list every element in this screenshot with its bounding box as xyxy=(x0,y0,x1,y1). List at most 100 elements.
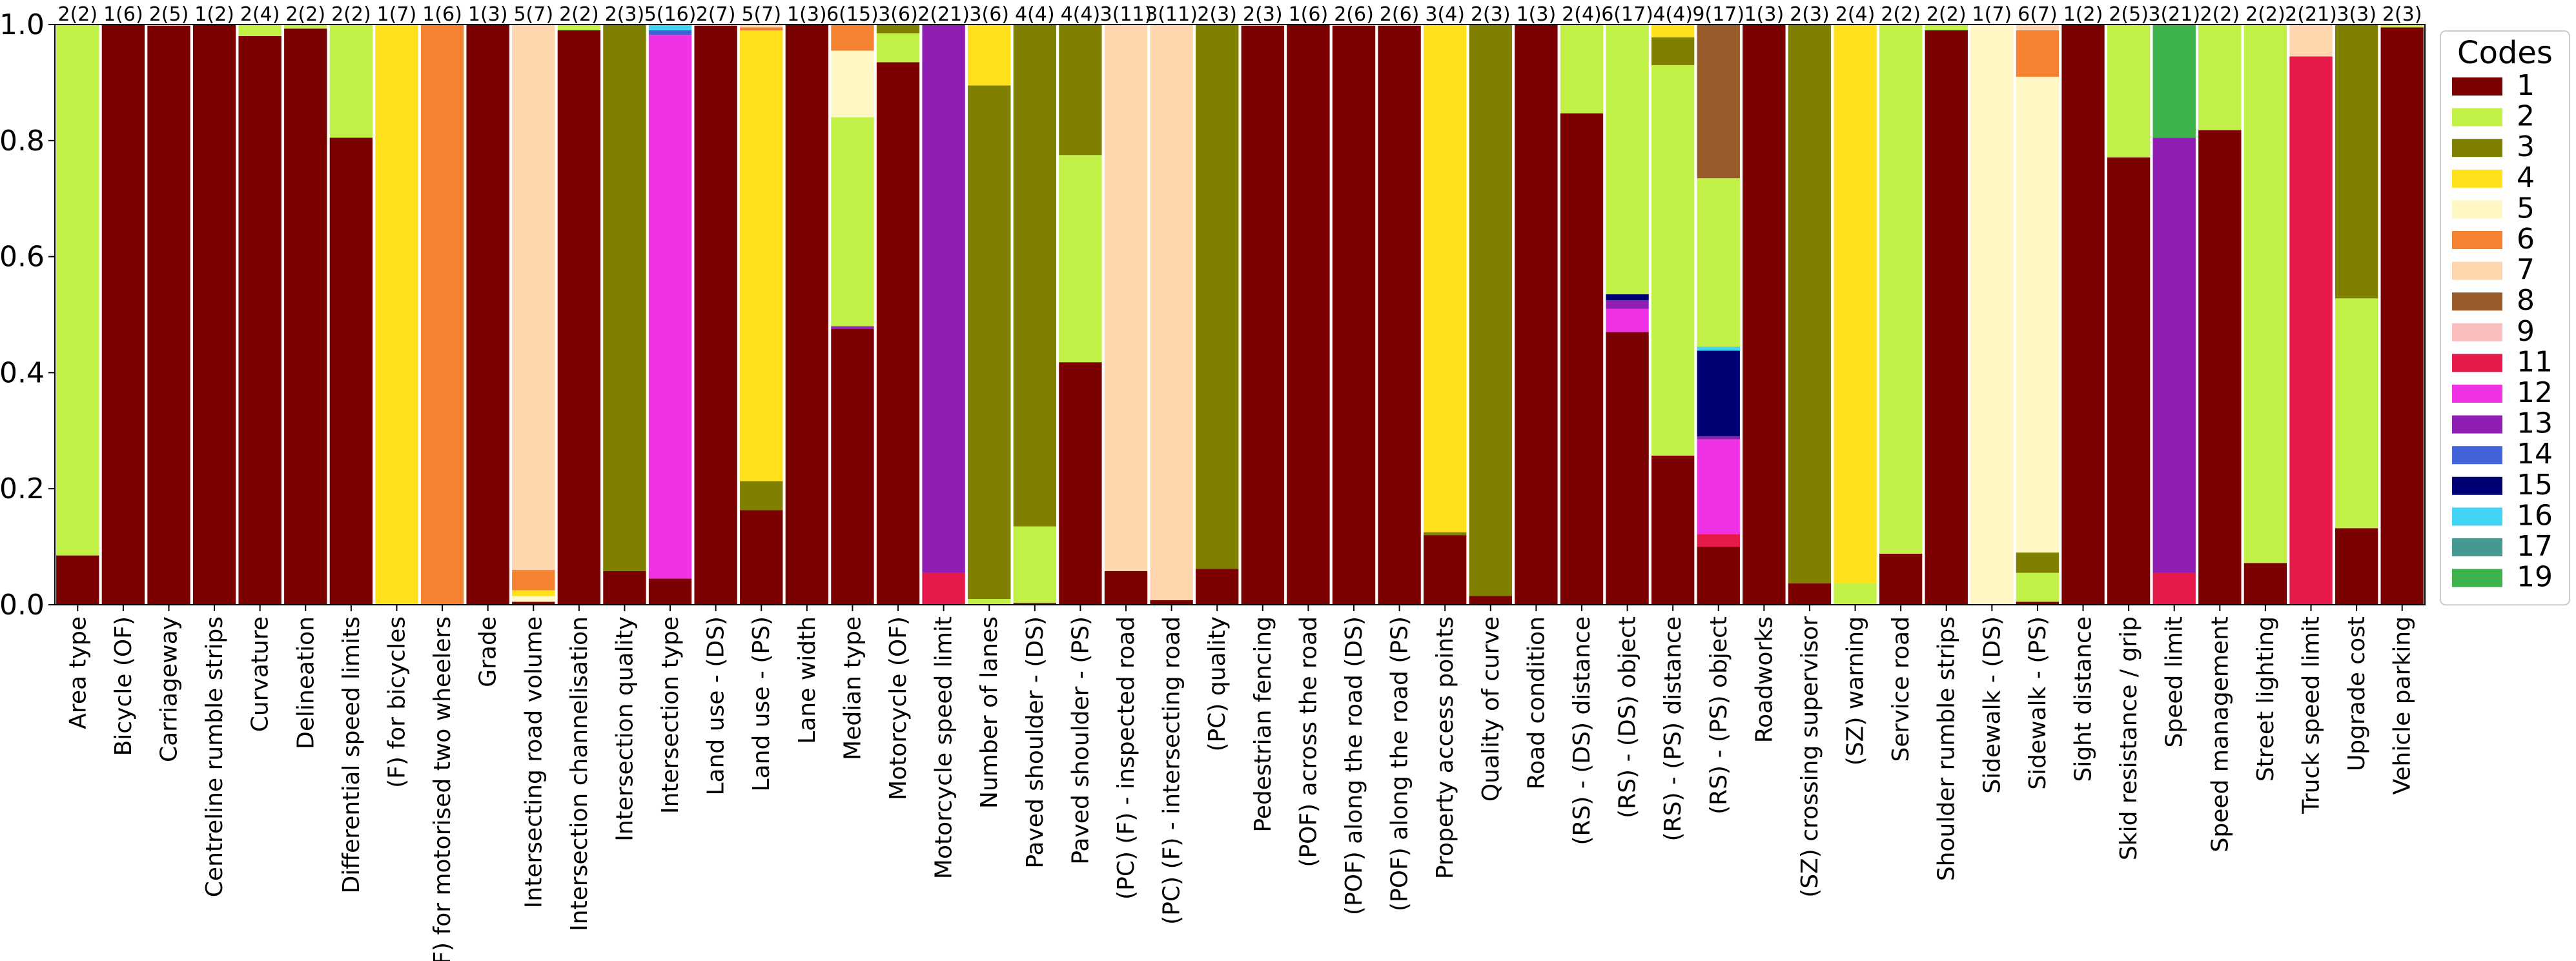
bar-segment-code-1 xyxy=(1469,596,1512,605)
bar-segment-code-11 xyxy=(2289,56,2333,605)
bar-segment-code-1 xyxy=(1788,583,1832,605)
bar-annotation: 2(7) xyxy=(696,3,736,26)
bar-stack: 1(3) xyxy=(1743,3,1786,605)
bar-segment-code-1 xyxy=(1241,25,1284,605)
bar-segment-code-3 xyxy=(2335,25,2378,299)
bar-stack: 1(6) xyxy=(1287,3,1330,605)
x-tick-label: Street lighting xyxy=(2253,616,2279,782)
bar-segment-code-2 xyxy=(2016,572,2060,602)
x-tick-label: (SZ) warning xyxy=(1843,616,1869,765)
bar-segment-code-1 xyxy=(329,137,373,605)
bar-stack: 9(17) xyxy=(1692,3,1744,605)
bar-segment-code-16 xyxy=(1697,346,1740,351)
bar-segment-code-1 xyxy=(1332,25,1376,605)
bar-segment-code-12 xyxy=(648,35,692,579)
bar-annotation: 2(4) xyxy=(1835,3,1876,26)
bar-stack: 1(6) xyxy=(101,3,145,605)
bar-annotation: 4(4) xyxy=(1653,3,1693,26)
bar-stack: 4(4) xyxy=(1651,3,1695,605)
bar-segment-code-4 xyxy=(1834,25,1877,583)
bar-annotation: 1(3) xyxy=(1517,3,1557,26)
x-tick-label: Speed limit xyxy=(2162,616,2188,747)
bar-segment-code-1 xyxy=(2061,25,2105,605)
legend-swatch-code-12 xyxy=(2452,385,2502,403)
bar-stack: 2(2) xyxy=(2198,3,2242,605)
bar-segment-code-11 xyxy=(922,572,965,605)
bar-segment-code-1 xyxy=(1059,362,1102,605)
x-tick-label: Service road xyxy=(1888,616,1914,762)
bar-annotation: 3(4) xyxy=(1425,3,1465,26)
bar-segment-code-15 xyxy=(1606,294,1649,301)
bar-segment-code-1 xyxy=(1697,547,1740,605)
legend-swatch-code-8 xyxy=(2452,292,2502,311)
bar-segment-code-3 xyxy=(1424,532,1467,536)
bar-segment-code-1 xyxy=(1150,600,1193,605)
x-tick-label: Road condition xyxy=(1523,616,1549,789)
x-tick-label: Paved shoulder - (DS) xyxy=(1022,616,1048,869)
x-axis: Area type Bicycle (OF) Carriageway Centreli… xyxy=(65,605,2416,961)
bar-annotation: 4(4) xyxy=(1061,3,1101,26)
bar-annotation: 6(17) xyxy=(1601,3,1653,26)
legend-label: 5 xyxy=(2517,192,2535,225)
bar-segment-code-13 xyxy=(1697,436,1740,440)
bar-segment-code-1 xyxy=(557,30,601,605)
x-tick-label: Lane width xyxy=(794,616,821,744)
bar-segment-code-1 xyxy=(2107,157,2151,605)
bar-annotation: 5(16) xyxy=(644,3,697,26)
x-tick-label: Sidewalk - (PS) xyxy=(2025,616,2051,790)
bar-annotation: 2(21) xyxy=(2285,3,2337,26)
bar-segment-code-4 xyxy=(1424,25,1467,532)
bar-stack: 2(21) xyxy=(2285,3,2337,605)
x-tick-label: Speed management xyxy=(2207,616,2233,852)
bar-stack: 4(4) xyxy=(1059,3,1102,605)
bar-stack: 6(15) xyxy=(826,3,879,605)
bar-segment-code-1 xyxy=(101,25,145,605)
bar-annotation: 2(2) xyxy=(2245,3,2285,26)
x-tick-label: Truck speed limit xyxy=(2298,616,2325,814)
bar-segment-code-1 xyxy=(876,62,920,605)
bar-segment-code-1 xyxy=(1424,535,1467,605)
bar-stack: 2(2) xyxy=(329,3,373,605)
bar-segment-code-1 xyxy=(284,28,327,605)
bar-annotation: 1(6) xyxy=(103,3,143,26)
bar-segment-code-1 xyxy=(1925,30,1968,605)
bar-stack: 2(3) xyxy=(2380,3,2424,605)
bar-stack: 1(3) xyxy=(1515,3,1558,605)
bar-annotation: 3(6) xyxy=(878,3,918,26)
bar-annotation: 1(3) xyxy=(468,3,508,26)
bar-annotation: 9(17) xyxy=(1692,3,1744,26)
x-tick-label: Number of lanes xyxy=(976,616,1003,809)
x-tick-label: Bicycle (OF) xyxy=(110,616,137,756)
bar-segment-code-1 xyxy=(1743,25,1786,605)
bar-stack: 2(7) xyxy=(694,3,737,605)
bar-segment-code-3 xyxy=(876,25,920,34)
bar-annotation: 2(3) xyxy=(1471,3,1511,26)
bar-annotation: 3(6) xyxy=(969,3,1009,26)
bar-annotation: 5(7) xyxy=(741,3,781,26)
bar-stack: 2(3) xyxy=(1241,3,1284,605)
x-tick-label: (F) for bicycles xyxy=(383,616,410,788)
x-tick-label: Land use - (DS) xyxy=(703,616,730,796)
bar-annotation: 2(21) xyxy=(917,3,970,26)
y-tick-label: 0.6 xyxy=(0,241,45,274)
x-tick-label: Shoulder rumble strips xyxy=(1934,616,1960,881)
bar-stack: 1(6) xyxy=(420,3,464,605)
bar-segment-code-4 xyxy=(1651,25,1695,37)
bar-annotation: 1(7) xyxy=(1972,3,2012,26)
bar-segment-code-1 xyxy=(238,35,281,605)
x-tick-label: Motorcycle speed limit xyxy=(931,616,957,879)
bar-segment-code-6 xyxy=(420,25,464,605)
bar-segment-code-1 xyxy=(1378,25,1421,605)
bar-stack: 5(7) xyxy=(740,3,783,605)
bar-segment-code-3 xyxy=(1196,25,1239,569)
bar-segment-code-2 xyxy=(2380,25,2424,28)
bar-annotation: 3(21) xyxy=(2148,3,2200,26)
bar-segment-code-1 xyxy=(1651,455,1695,605)
bar-segment-code-7 xyxy=(740,25,783,28)
legend-swatch-code-14 xyxy=(2452,446,2502,465)
bar-stack: 3(21) xyxy=(2148,3,2200,605)
bar-stack: 2(2) xyxy=(1925,3,1968,605)
bar-segment-code-11 xyxy=(2152,572,2196,605)
